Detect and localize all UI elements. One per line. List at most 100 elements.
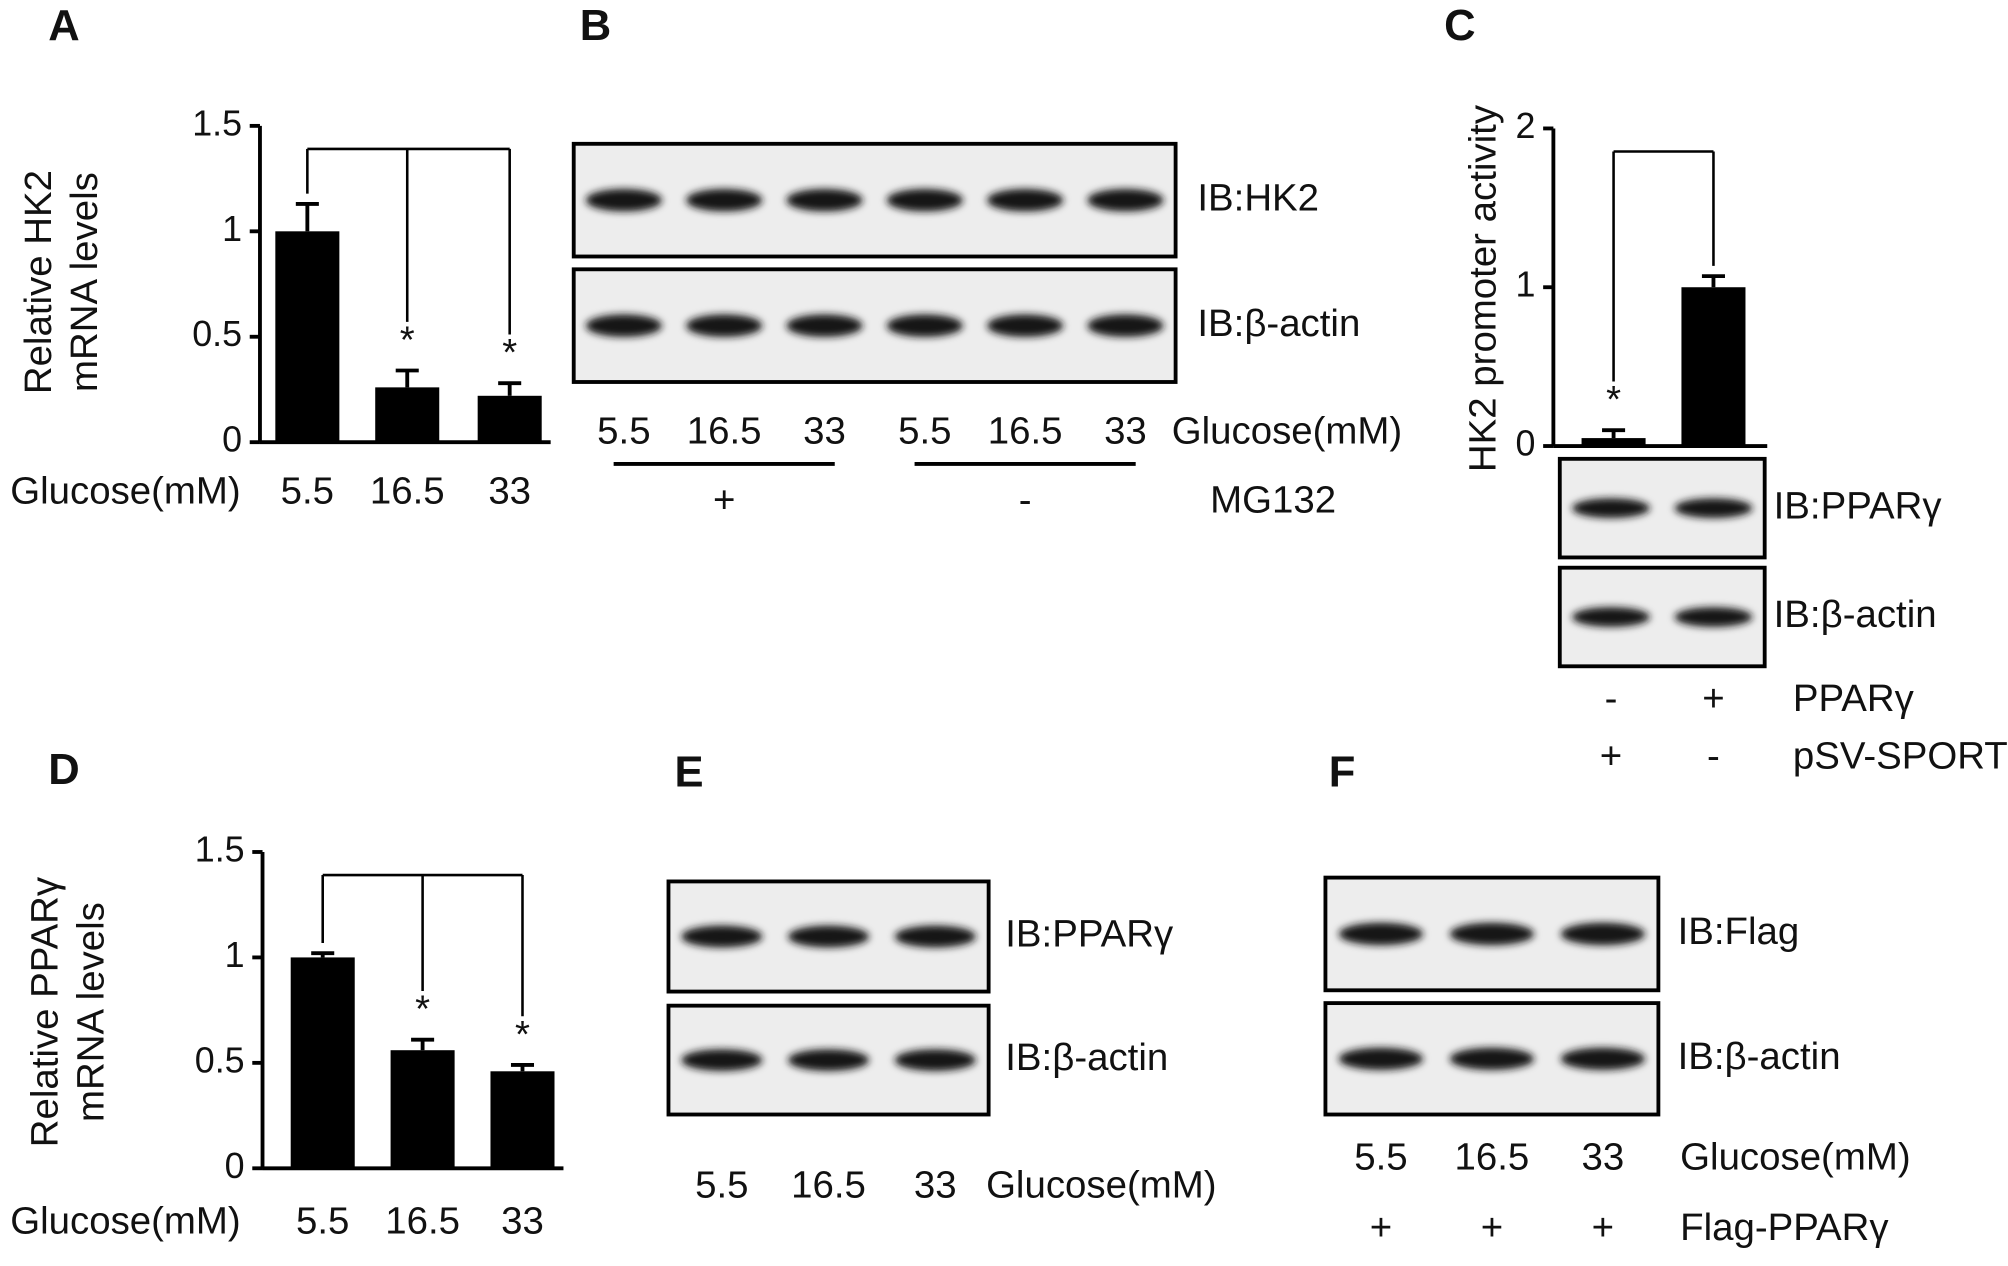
y-axis-label: mRNA levels — [63, 172, 106, 392]
lane-label: - — [1707, 735, 1720, 778]
lane-label: 16.5 — [687, 409, 762, 452]
blot-label: IB:β-actin — [1005, 1036, 1168, 1079]
y-tick-label: 1 — [222, 209, 242, 249]
panel-letter: B — [580, 2, 611, 50]
blot-label: IB:PPARγ — [1774, 484, 1943, 527]
lane-label: 16.5 — [791, 1164, 866, 1207]
row-label: MG132 — [1210, 479, 1336, 522]
band — [788, 1049, 870, 1071]
significance-mark: * — [400, 318, 415, 361]
band — [786, 314, 863, 337]
band — [1087, 188, 1164, 212]
bar — [290, 957, 355, 1169]
blot-label: IB:PPARγ — [1005, 913, 1174, 956]
band — [1572, 607, 1650, 627]
band — [886, 188, 963, 212]
bar — [477, 395, 542, 443]
band — [987, 188, 1064, 212]
band — [681, 1049, 763, 1071]
band — [585, 314, 662, 337]
bar — [375, 387, 440, 443]
panel-letter: F — [1329, 749, 1356, 797]
lane-label: - — [1019, 479, 1032, 522]
bar — [275, 231, 340, 443]
panel-letter: E — [674, 749, 703, 797]
significance-mark: * — [1606, 378, 1621, 421]
band — [686, 188, 763, 212]
blot-frame — [571, 141, 1178, 259]
panel-letter: C — [1444, 2, 1475, 50]
bar — [1581, 438, 1646, 447]
y-tick-label: 2 — [1516, 106, 1536, 146]
blot-label: IB:HK2 — [1197, 176, 1319, 219]
panel-letter: D — [48, 746, 79, 794]
lane-label: 5.5 — [898, 409, 951, 452]
blot-label: IB:β-actin — [1197, 302, 1360, 345]
y-tick-label: 1.5 — [195, 829, 245, 869]
y-axis-label: mRNA levels — [70, 902, 113, 1122]
lane-label: 33 — [1104, 409, 1147, 452]
lane-label: 5.5 — [597, 409, 650, 452]
row-label: Flag-PPARγ — [1680, 1206, 1889, 1249]
row-label: pSV-SPORT — [1793, 735, 2008, 778]
row-label: Glucose(mM) — [1680, 1135, 1910, 1178]
row-label: Glucose(mM) — [1172, 409, 1402, 452]
lane-label: 16.5 — [1455, 1135, 1530, 1178]
band — [1674, 607, 1753, 627]
band — [686, 314, 763, 337]
x-tick-label: 5.5 — [296, 1200, 349, 1243]
lane-label: + — [1702, 677, 1724, 720]
bar — [390, 1050, 455, 1169]
x-axis-label: Glucose(mM) — [10, 470, 240, 513]
x-axis-label: Glucose(mM) — [10, 1200, 240, 1243]
band — [987, 314, 1064, 337]
band — [894, 1049, 976, 1071]
y-tick-label: 0.5 — [192, 314, 242, 354]
panel-letter: A — [48, 2, 79, 50]
lane-label: 33 — [803, 409, 846, 452]
lane-label: 5.5 — [1354, 1135, 1407, 1178]
y-tick-label: 0 — [222, 420, 242, 460]
y-axis-label: Relative PPARγ — [24, 876, 67, 1147]
significance-mark: * — [502, 331, 517, 374]
lane-label: 33 — [1582, 1135, 1625, 1178]
band — [1338, 922, 1424, 946]
band — [788, 925, 870, 948]
band — [786, 188, 863, 212]
blot-frame — [571, 267, 1178, 384]
bar — [490, 1071, 555, 1169]
band — [1449, 1047, 1535, 1070]
band — [1674, 498, 1753, 519]
lane-label: - — [1605, 677, 1618, 720]
blot-label: IB:β-actin — [1774, 593, 1937, 636]
lane-label: + — [1481, 1206, 1503, 1249]
lane-label: 33 — [914, 1164, 957, 1207]
y-axis-label: HK2 promoter activity — [1462, 104, 1505, 472]
x-tick-label: 5.5 — [281, 470, 334, 513]
blot-label: IB:β-actin — [1678, 1035, 1841, 1078]
bar — [1681, 287, 1746, 447]
y-axis-label: Relative HK2 — [17, 170, 60, 394]
lane-label: + — [1600, 735, 1622, 778]
blot-label: IB:Flag — [1678, 910, 1800, 953]
x-tick-label: 16.5 — [370, 470, 445, 513]
lane-label: + — [713, 479, 735, 522]
band — [585, 188, 662, 212]
y-tick-label: 1 — [225, 935, 245, 975]
band — [894, 925, 976, 948]
band — [1338, 1047, 1424, 1070]
band — [1087, 314, 1164, 337]
band — [1572, 498, 1650, 519]
lane-label: 16.5 — [988, 409, 1063, 452]
significance-mark: * — [415, 988, 430, 1031]
band — [886, 314, 963, 337]
lane-label: 5.5 — [695, 1164, 748, 1207]
y-tick-label: 1.5 — [192, 103, 242, 143]
lane-label: + — [1592, 1206, 1614, 1249]
y-tick-label: 0.5 — [195, 1040, 245, 1080]
x-tick-label: 33 — [488, 470, 531, 513]
y-tick-label: 1 — [1516, 265, 1536, 305]
x-tick-label: 16.5 — [385, 1200, 460, 1243]
band — [681, 925, 763, 948]
